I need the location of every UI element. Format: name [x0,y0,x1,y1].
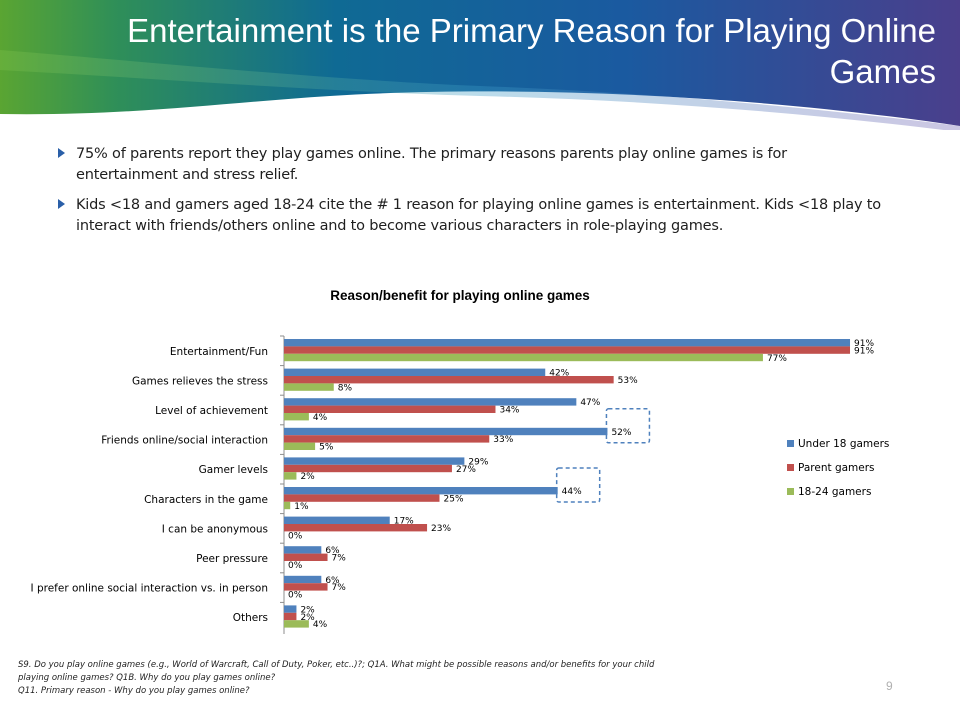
bullet-text: Kids <18 and gamers aged 18-24 cite the … [76,197,881,234]
category-label: Games relieves the stress [132,375,268,387]
bar [284,501,291,510]
category-label: I can be anonymous [162,523,268,535]
bar [284,494,440,502]
data-label: 2% [300,605,315,615]
bar [284,546,322,554]
bar [284,464,452,473]
footnote: playing online games? Q1B. Why do you pl… [18,673,276,683]
data-label: 91% [854,346,874,356]
data-label: 47% [580,398,600,408]
data-label: 6% [325,546,340,556]
bar [284,575,322,584]
footnote: S9. Do you play online games (e.g., Worl… [18,660,655,670]
data-label: 8% [338,383,353,393]
category-label: Level of achievement [155,405,268,417]
bar [284,612,297,621]
bar [284,442,316,450]
data-label: 5% [319,443,334,453]
bar [284,516,390,524]
bar [284,339,851,347]
bar [284,427,608,436]
legend-label: 18-24 gamers [798,486,871,498]
bar [284,605,297,613]
data-label: 52% [611,428,631,438]
data-label: 77% [767,354,787,364]
data-label: 42% [549,369,569,379]
category-label: Entertainment/Fun [170,346,268,358]
category-label: Gamer levels [199,464,268,476]
page-number: 9 [886,679,893,693]
arrow-bullet-icon [58,148,65,158]
data-label: 23% [431,524,451,534]
data-label: 33% [493,435,513,445]
category-label: Characters in the game [144,494,268,506]
bar [284,457,465,465]
bar [284,413,309,421]
bar [284,435,490,443]
data-label: 4% [313,620,328,630]
bar [284,383,334,391]
data-label: 4% [313,413,328,423]
data-label: 7% [332,583,347,593]
bar [284,376,614,384]
data-label: 27% [456,465,476,475]
legend-swatch [787,488,794,495]
legend-swatch [787,440,794,447]
highlight-box [555,467,601,503]
bar [284,524,428,532]
data-label: 53% [618,376,638,386]
category-label: Others [233,612,268,624]
chart-title: Reason/benefit for playing online games [330,288,590,303]
data-label: 17% [394,517,414,527]
bar [284,487,558,495]
bar [284,620,309,628]
bar [284,353,763,362]
bullet-item: Kids <18 and gamers aged 18-24 cite the … [58,195,888,237]
data-label: 25% [444,494,464,504]
bar-chart: Entertainment/Fun 91%91% 77% Games relieves… [31,335,889,634]
legend-label: Under 18 gamers [798,438,889,450]
slide-title: Entertainment is the Primary Reason for … [127,12,936,90]
bullet-text: 75% of parents report they play games on… [76,146,787,183]
data-label: 44% [562,487,582,497]
bar [284,553,328,561]
data-label: 91% [854,339,874,349]
legend-swatch [787,464,794,471]
data-label: 29% [468,457,488,467]
footnotes: S9. Do you play online games (e.g., Worl… [18,659,778,698]
data-label: 0% [288,591,303,601]
bullet-list: 75% of parents report they play games on… [58,144,888,246]
data-label: 2% [300,613,315,623]
category-label: Friends online/social interaction [101,435,268,447]
bar [284,405,496,413]
bar [284,398,577,406]
bar [284,583,328,591]
category-label: Peer pressure [196,553,268,565]
bar [284,346,851,354]
arrow-bullet-icon [58,199,65,209]
data-label: 0% [288,561,303,571]
data-label: 1% [294,502,309,512]
highlight-box [605,408,651,444]
bar [284,472,297,480]
data-label: 34% [499,406,519,416]
legend-label: Parent gamers [798,462,875,474]
data-label: 6% [325,576,340,586]
category-label: I prefer online social interaction vs. i… [31,583,268,595]
footnote: Q11. Primary reason - Why do you play ga… [18,686,250,696]
title-banner [0,0,960,130]
data-label: 0% [288,531,303,541]
data-label: 7% [332,554,347,564]
data-label: 2% [300,472,315,482]
bullet-item: 75% of parents report they play games on… [58,144,888,186]
bar [284,368,546,376]
